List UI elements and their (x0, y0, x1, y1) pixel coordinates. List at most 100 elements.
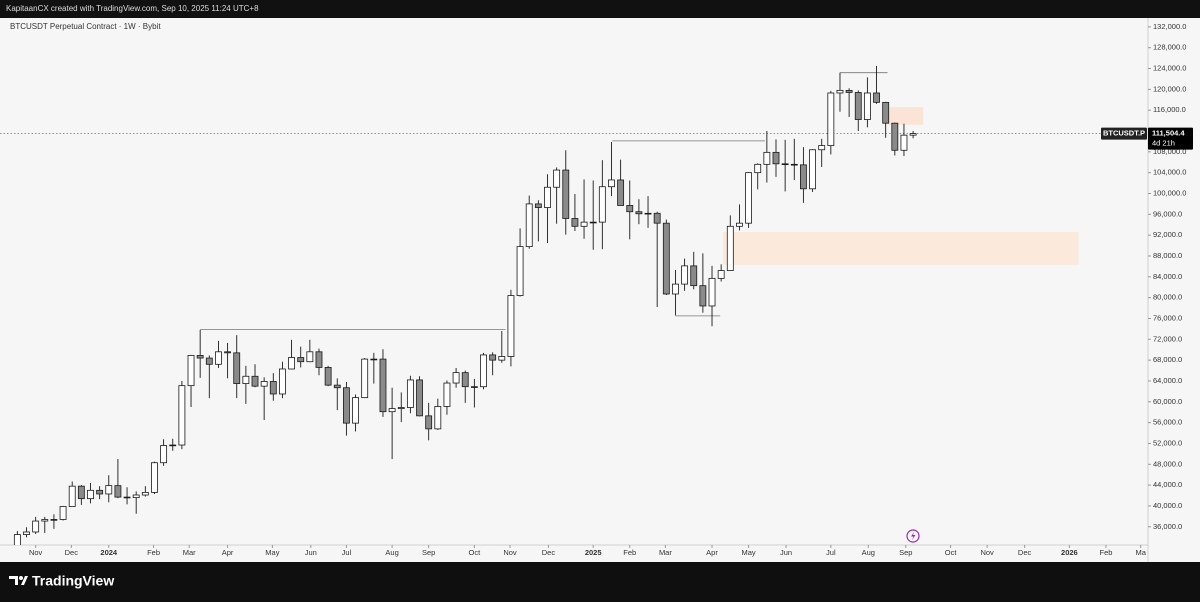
candle-body (105, 485, 113, 495)
price-zone (722, 232, 1079, 265)
candle-body (77, 485, 85, 500)
candle-body (205, 357, 213, 365)
x-tick-label: Apr (706, 548, 718, 557)
candle-body (553, 169, 561, 188)
candle-body (452, 372, 460, 384)
candle-body (598, 186, 606, 223)
candle-body (580, 221, 588, 227)
y-tick-label: 40,000.0 (1153, 501, 1182, 510)
candle-body (717, 270, 725, 279)
candle-body (891, 122, 899, 151)
candle-body (279, 368, 286, 395)
candle-body (480, 354, 487, 388)
candle-body (745, 172, 752, 224)
countdown: 4d 21h (1152, 139, 1175, 148)
candle-body (160, 445, 168, 464)
candle-body (169, 444, 177, 447)
x-tick-label: Mar (183, 548, 196, 557)
candle-body (370, 358, 378, 361)
caption: KapitaanCX created with TradingView.com,… (6, 4, 259, 13)
candle-body (836, 89, 844, 94)
candle-body (388, 408, 396, 413)
candle-body (699, 285, 707, 307)
x-tick-label: Dec (542, 548, 556, 557)
y-tick-label: 108,000.0 (1153, 147, 1186, 156)
candle-body (772, 151, 780, 165)
price-zone (887, 107, 924, 125)
candle-body (608, 179, 615, 188)
y-tick-label: 60,000.0 (1153, 397, 1182, 406)
candle-body (818, 145, 826, 151)
candle-body (900, 134, 908, 151)
candle-body (754, 163, 762, 174)
candle-body (498, 356, 506, 361)
x-tick-label: Jul (342, 548, 352, 557)
candle-body (544, 186, 551, 208)
candle-body (617, 179, 625, 206)
x-tick-label: Jul (826, 548, 836, 557)
candle-body (96, 489, 104, 495)
candle-body (653, 212, 661, 224)
candle-body (397, 407, 405, 409)
y-tick-label: 104,000.0 (1153, 168, 1186, 177)
event-icon-bolt (911, 532, 916, 540)
candle-body (882, 101, 890, 124)
candle-body (215, 351, 222, 365)
y-tick-label: 132,000.0 (1153, 22, 1186, 31)
symbol-tag-box (1101, 127, 1147, 140)
y-tick-label: 64,000.0 (1153, 376, 1182, 385)
y-tick-label: 128,000.0 (1153, 43, 1186, 52)
candle-body (87, 489, 94, 500)
x-tick-label: Apr (222, 548, 234, 557)
x-tick-label: Aug (862, 548, 875, 557)
brand-name: TradingView (32, 573, 114, 589)
y-tick-label: 92,000.0 (1153, 230, 1182, 239)
x-tick-label: Dec (65, 548, 79, 557)
y-tick-label: 48,000.0 (1153, 459, 1182, 468)
candle-body (516, 246, 524, 296)
candle-body (196, 355, 204, 359)
candle-body (589, 221, 597, 224)
y-tick-label: 116,000.0 (1153, 105, 1186, 114)
candle-body (13, 534, 21, 545)
y-tick-label: 68,000.0 (1153, 355, 1182, 364)
x-tick-label: Sep (422, 548, 435, 557)
candle-body (461, 372, 469, 388)
candle-body (151, 462, 158, 493)
symbol-tag: BTCUSDT.P (1103, 129, 1145, 138)
x-tick-label: Nov (29, 548, 43, 557)
candle-body (333, 384, 341, 389)
y-tick-label: 52,000.0 (1153, 438, 1182, 447)
x-tick-label: Feb (147, 548, 160, 557)
candle-body (854, 92, 862, 120)
candle-body (324, 367, 332, 386)
y-tick-label: 56,000.0 (1153, 418, 1182, 427)
y-tick-label: 80,000.0 (1153, 293, 1182, 302)
candle-body (827, 92, 835, 146)
x-tick-label: Ma (1135, 548, 1146, 557)
candle-body (845, 89, 853, 93)
y-tick-label: 44,000.0 (1153, 480, 1182, 489)
candle-body (288, 357, 295, 370)
candle-body (342, 387, 350, 424)
x-tick-label: Oct (469, 548, 482, 557)
candle-body (726, 225, 734, 271)
x-tick-label: Mar (659, 548, 672, 557)
x-tick-label: Aug (385, 548, 398, 557)
candle-body (635, 211, 643, 215)
y-tick-label: 76,000.0 (1153, 313, 1182, 322)
x-tick-label: 2026 (1061, 548, 1078, 557)
y-tick-label: 88,000.0 (1153, 251, 1182, 260)
candle-body (443, 382, 451, 407)
candle-body (681, 265, 689, 285)
last-price-label: 111,504.4 (1152, 129, 1185, 138)
candle-body (644, 212, 652, 215)
candle-body (260, 381, 268, 387)
x-tick-label: Jun (305, 548, 317, 557)
candle-body (251, 375, 259, 387)
candle-body (489, 354, 497, 361)
event-icon (906, 529, 920, 543)
candle-body (425, 415, 433, 430)
candle-body (306, 351, 314, 363)
